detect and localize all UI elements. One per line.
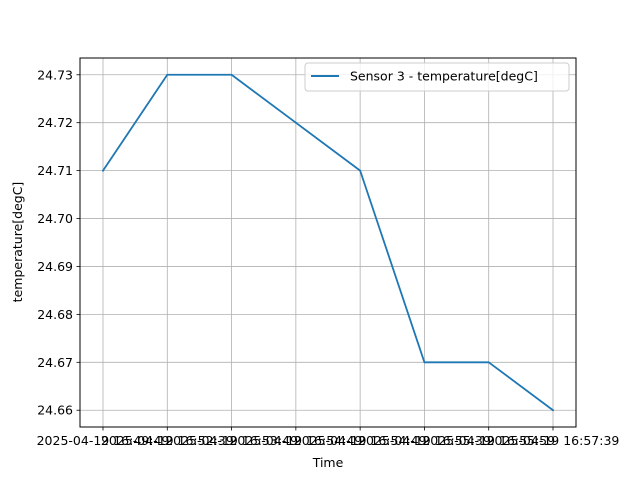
data-point	[423, 361, 426, 364]
y-tick-label: 24.68	[37, 307, 73, 322]
data-point	[102, 169, 104, 172]
x-tick-label: 2025-04-19 16:52:39	[101, 433, 234, 448]
x-tick-label: 2025-04-19 16:57:39	[487, 433, 620, 448]
y-axis: 24.66 24.67 24.68 24.69 24.70 24.71 24.72 24.73	[37, 67, 80, 418]
x-tick-label: 2025-04-19 16:54:49	[294, 433, 427, 448]
y-tick-label: 24.71	[37, 163, 73, 178]
x-tick-label: 2025-04-19 16:53:49	[165, 433, 298, 448]
x-axis-label: Time	[312, 455, 344, 470]
y-axis-label: temperature[degC]	[10, 182, 25, 303]
data-point	[359, 169, 362, 172]
y-tick-label: 24.67	[37, 355, 73, 370]
data-point	[552, 409, 554, 412]
x-tick-label: 2025-04-19 16:54:49	[229, 433, 362, 448]
series-line-0	[101, 73, 555, 412]
x-tick-label: 2025-04-19 16:49:49	[37, 433, 170, 448]
legend-box	[304, 62, 570, 92]
legend-label-sensor-3: Sensor 3 - temperature[degC]	[350, 69, 538, 84]
y-tick-label: 24.72	[37, 115, 73, 130]
grid	[80, 58, 576, 427]
data-point	[294, 121, 297, 124]
plot-frame	[79, 57, 577, 428]
legend: Sensor 3 - temperature[degC]	[304, 62, 570, 92]
y-tick-label: 24.73	[37, 67, 73, 82]
x-tick-label: 2025-04-19 16:55:39	[358, 433, 491, 448]
data-point	[487, 361, 490, 364]
y-tick-label: 24.69	[37, 259, 73, 274]
y-tick-label: 24.66	[37, 403, 73, 418]
series-layer	[101, 73, 555, 412]
data-point	[230, 73, 233, 76]
data-point	[166, 73, 169, 76]
y-tick-label: 24.70	[37, 211, 73, 226]
x-tick-label: 2025-04-19 16:55:59	[422, 433, 555, 448]
